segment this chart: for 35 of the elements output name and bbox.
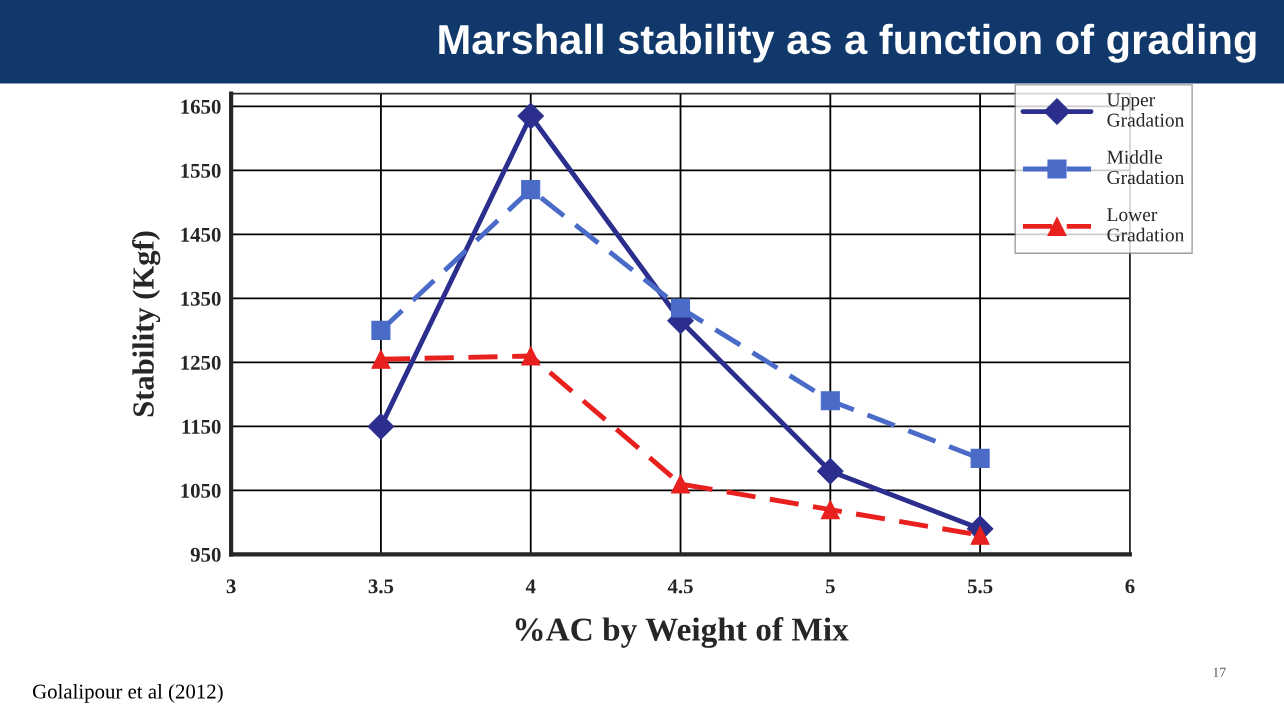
text: 17 — [1213, 667, 1226, 677]
text: Golalipour et al (2012) — [32, 683, 223, 703]
y-tick-label: 1350 — [181, 291, 221, 306]
y-tick-label: 1550 — [181, 163, 221, 178]
y-tick-label: 1150 — [182, 419, 221, 434]
point — [670, 298, 691, 318]
chart-title: Marshall stability as a function of grading — [439, 23, 1256, 63]
legend-label: Middle Gradation — [1107, 150, 1185, 185]
x-tick-label: 5 — [825, 579, 835, 594]
point — [517, 102, 545, 130]
point — [970, 448, 990, 468]
x-tick-label: 4.5 — [667, 579, 693, 594]
y-tick-label: 1250 — [181, 355, 221, 370]
x-tick-label: 3.5 — [368, 579, 394, 594]
x-tick-label: 6 — [1125, 579, 1135, 594]
legend-label: Upper Gradation — [1106, 93, 1185, 127]
x-tick-label: 5.5 — [967, 579, 993, 594]
point — [371, 349, 391, 369]
point — [371, 320, 391, 340]
point — [521, 346, 541, 366]
point — [817, 457, 844, 485]
legend-label: Lower Gradation — [1107, 208, 1185, 242]
y-tick-label: 1650 — [181, 99, 221, 114]
x-axis-title: %AC by Weight of Mix — [515, 617, 849, 648]
x-tick-label: 4 — [525, 579, 536, 594]
point — [820, 500, 840, 520]
point — [670, 474, 691, 494]
point — [521, 180, 541, 200]
x-tick-label: 3 — [226, 579, 236, 594]
point — [820, 391, 840, 411]
y-tick-label: 1450 — [181, 227, 221, 242]
y-axis-title: Stability (Kgf) — [132, 231, 161, 417]
y-tick-label: 1050 — [181, 483, 221, 498]
point — [367, 413, 395, 440]
y-tick-label: 950 — [190, 547, 221, 562]
